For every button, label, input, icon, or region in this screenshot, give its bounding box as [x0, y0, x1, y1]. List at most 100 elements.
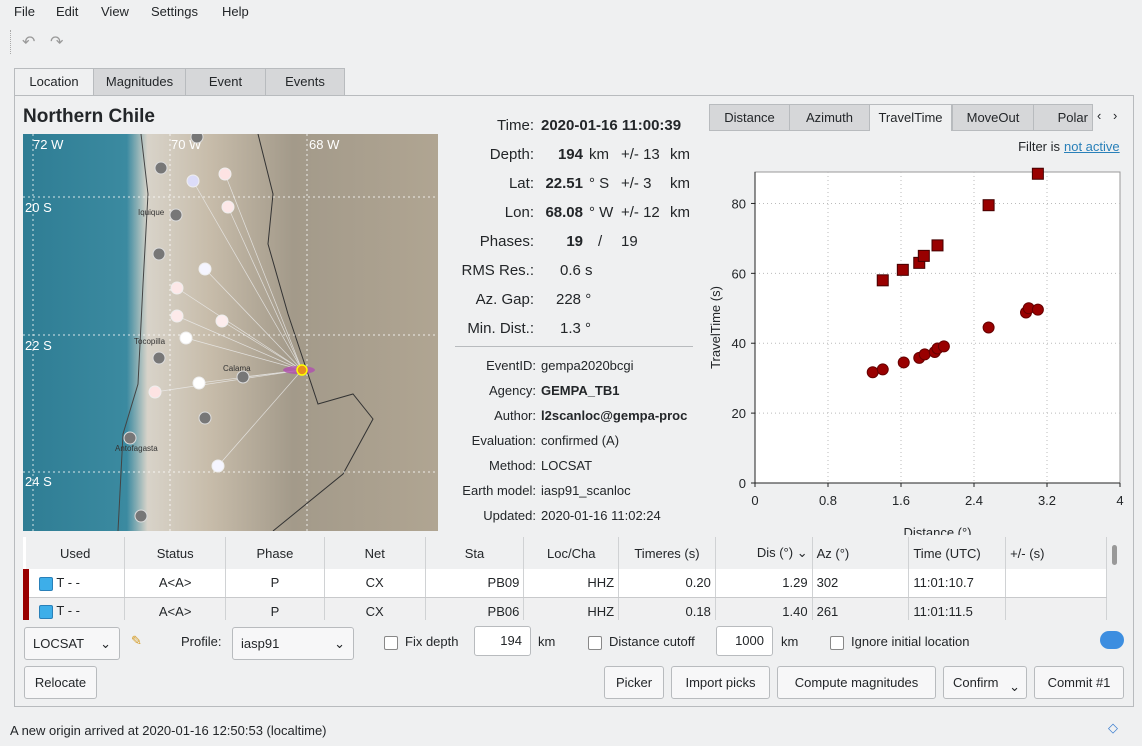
rms-value: 0.6 s [560, 262, 593, 279]
cell: 261 [812, 597, 910, 620]
redo-icon[interactable]: ↷ [50, 34, 64, 51]
station-used[interactable] [170, 281, 184, 295]
menu-settings[interactable]: Settings [151, 4, 198, 19]
station-unused[interactable] [152, 351, 166, 365]
used-cell[interactable]: T - - [23, 597, 126, 620]
station-used[interactable] [148, 385, 162, 399]
locator-select[interactable]: LOCSAT ⌄ [24, 627, 120, 660]
tab-magnitudes[interactable]: Magnitudes [93, 68, 186, 96]
data-point-p[interactable] [1031, 303, 1044, 316]
station-unused[interactable] [169, 208, 183, 222]
tab-scroll-left-icon[interactable]: ‹ [1097, 108, 1102, 123]
menu-edit[interactable]: Edit [56, 4, 79, 19]
station-unused[interactable] [134, 509, 148, 523]
import-picks-button[interactable]: Import picks [671, 666, 770, 699]
data-point-p[interactable] [866, 366, 879, 379]
used-checkbox[interactable] [39, 576, 53, 591]
epicenter-marker[interactable] [296, 364, 308, 376]
column-header[interactable]: Timeres (s) [618, 537, 716, 569]
station-used[interactable] [170, 309, 184, 323]
station-used[interactable] [215, 314, 229, 328]
station-used[interactable] [198, 262, 212, 276]
table-row[interactable]: T - - A<A> P CX PB06 HHZ 0.18 1.40 261 11:01:11.5 [23, 597, 1107, 620]
data-point-p[interactable] [918, 348, 931, 361]
ignore-initial-checkbox[interactable] [830, 634, 844, 650]
lat-label: 22 S [25, 338, 52, 353]
plot-tab-traveltime[interactable]: TravelTime [869, 104, 952, 131]
data-point-s[interactable] [931, 239, 944, 252]
distance-cutoff-input[interactable]: 1000 [716, 626, 773, 656]
table-row[interactable]: T - - A<A> P CX PB09 HHZ 0.20 1.29 302 11:01:10.7 [23, 569, 1107, 598]
station-unused[interactable] [190, 134, 204, 144]
map[interactable]: 72 W 70 W 68 W 20 S 22 S 24 S Iquique To… [23, 134, 438, 531]
tab-events[interactable]: Events [265, 68, 345, 96]
tab-location[interactable]: Location [14, 68, 94, 97]
lat-unit: ° S [589, 175, 610, 192]
column-header[interactable]: Time (UTC) [908, 537, 1007, 569]
column-header[interactable]: Used [26, 537, 126, 569]
station-used[interactable] [192, 376, 206, 390]
station-unused[interactable] [154, 161, 168, 175]
data-point-s[interactable] [896, 263, 909, 276]
data-point-p[interactable] [982, 321, 995, 334]
station-used[interactable] [186, 174, 200, 188]
depth-input[interactable]: 194 [474, 626, 531, 656]
column-header[interactable]: Sta [425, 537, 525, 569]
plot-tab-polar[interactable]: Polar [1033, 104, 1093, 131]
undo-icon[interactable]: ↶ [22, 34, 36, 51]
comment-icon[interactable] [1100, 631, 1124, 649]
lon-unit: ° W [589, 204, 614, 221]
compute-magnitudes-button[interactable]: Compute magnitudes [777, 666, 936, 699]
column-header[interactable]: Status [124, 537, 227, 569]
depth-unit: km [589, 146, 609, 163]
column-header[interactable]: Net [324, 537, 426, 569]
relocate-button[interactable]: Relocate [24, 666, 97, 699]
plot-tab-azimuth[interactable]: Azimuth [789, 104, 870, 131]
fix-depth-checkbox[interactable] [384, 634, 398, 650]
data-point-s[interactable] [876, 274, 889, 287]
station-used[interactable] [218, 167, 232, 181]
chevron-down-icon[interactable]: ⌄ [1009, 679, 1020, 694]
data-point-s[interactable] [1031, 167, 1044, 180]
station-used[interactable] [179, 331, 193, 345]
column-header[interactable]: +/- (s) [1005, 537, 1107, 569]
tab-scroll-right-icon[interactable]: › [1113, 108, 1118, 123]
table-scrollbar[interactable] [1112, 545, 1117, 565]
used-cell[interactable]: T - - [23, 569, 126, 598]
profile-select[interactable]: iasp91 ⌄ [232, 627, 354, 660]
station-used[interactable] [211, 459, 225, 473]
filter-link[interactable]: not active [1064, 139, 1120, 154]
column-header-label: Status [156, 545, 194, 561]
data-point-p[interactable] [876, 363, 889, 376]
lat-label: 20 S [25, 200, 52, 215]
confirm-button[interactable]: Confirm ⌄ [943, 666, 1027, 699]
picker-button[interactable]: Picker [604, 666, 664, 699]
plot-tab-distance[interactable]: Distance [709, 104, 790, 131]
plot-tab-moveout[interactable]: MoveOut [952, 104, 1034, 131]
column-header[interactable]: Dis (°) ⌄ [715, 537, 813, 569]
column-header[interactable]: Phase [225, 537, 325, 569]
data-point-s[interactable] [917, 249, 930, 262]
menu-help[interactable]: Help [222, 4, 249, 19]
station-unused[interactable] [198, 411, 212, 425]
station-unused[interactable] [123, 431, 137, 445]
data-point-p[interactable] [897, 356, 910, 369]
commit-button[interactable]: Commit #1 [1034, 666, 1124, 699]
wrench-icon[interactable]: ✎ [131, 633, 142, 648]
station-used[interactable] [221, 200, 235, 214]
cell: 1.29 [715, 569, 813, 598]
distance-cutoff-checkbox[interactable] [588, 634, 602, 650]
data-point-s[interactable] [982, 199, 995, 212]
column-header[interactable]: Loc/Cha [523, 537, 620, 569]
used-checkbox[interactable] [39, 604, 53, 619]
tab-event[interactable]: Event [185, 68, 266, 96]
cell: A<A> [124, 597, 227, 620]
station-unused[interactable] [236, 370, 250, 384]
column-header[interactable]: Az (°) [812, 537, 910, 569]
connection-icon: ◇ [1108, 720, 1118, 735]
data-point-p[interactable] [937, 340, 950, 353]
menu-view[interactable]: View [101, 4, 129, 19]
menu-file[interactable]: File [14, 4, 35, 19]
station-unused[interactable] [152, 247, 166, 261]
